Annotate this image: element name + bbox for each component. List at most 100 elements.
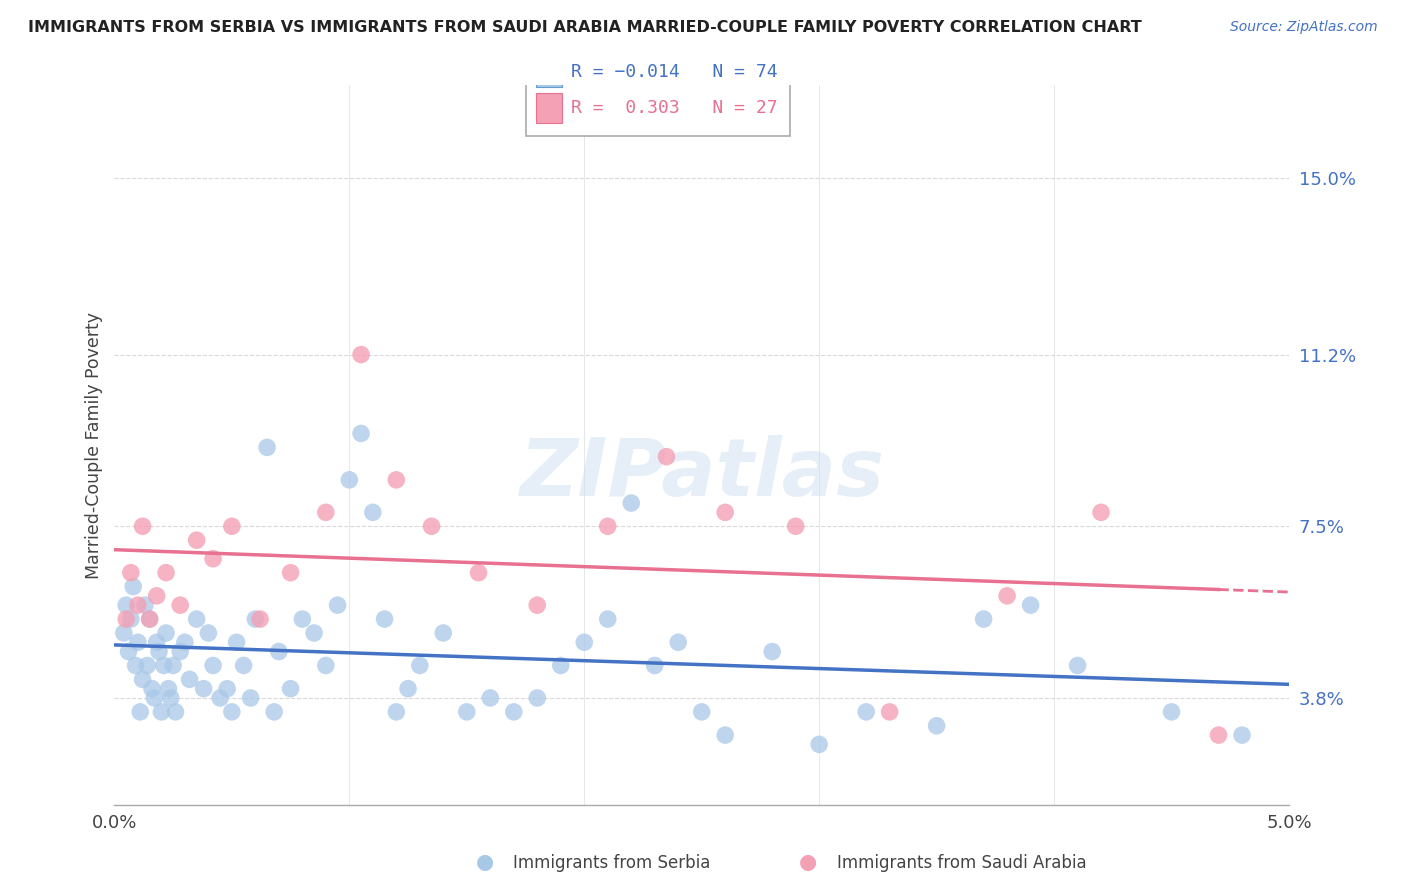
Point bbox=[120, 612, 142, 626]
FancyBboxPatch shape bbox=[526, 45, 790, 136]
Point bbox=[159, 690, 181, 705]
Point bbox=[221, 705, 243, 719]
Point bbox=[502, 705, 524, 719]
Point bbox=[145, 635, 167, 649]
Point bbox=[186, 612, 208, 626]
Point bbox=[256, 441, 278, 455]
Point bbox=[193, 681, 215, 696]
Point bbox=[186, 533, 208, 548]
Point bbox=[409, 658, 432, 673]
Point bbox=[117, 644, 139, 658]
Point bbox=[526, 690, 548, 705]
Point bbox=[315, 505, 337, 519]
Point bbox=[165, 705, 187, 719]
Point bbox=[141, 681, 163, 696]
Point bbox=[122, 580, 145, 594]
Point bbox=[221, 519, 243, 533]
Point bbox=[761, 644, 783, 658]
Point bbox=[574, 635, 596, 649]
Point bbox=[620, 496, 643, 510]
Point bbox=[350, 347, 373, 361]
Point bbox=[143, 690, 166, 705]
Point bbox=[131, 519, 153, 533]
Point bbox=[115, 598, 138, 612]
Point bbox=[785, 519, 807, 533]
Point bbox=[714, 505, 737, 519]
Point bbox=[150, 705, 173, 719]
Point bbox=[596, 612, 619, 626]
Point bbox=[138, 612, 160, 626]
Point bbox=[169, 644, 191, 658]
Point bbox=[385, 473, 408, 487]
Point bbox=[690, 705, 713, 719]
Point bbox=[361, 505, 384, 519]
Point bbox=[337, 473, 360, 487]
Point bbox=[1090, 505, 1112, 519]
Point bbox=[456, 705, 478, 719]
Point bbox=[225, 635, 247, 649]
FancyBboxPatch shape bbox=[536, 57, 562, 87]
Point bbox=[124, 658, 146, 673]
Point bbox=[302, 626, 325, 640]
Point bbox=[131, 673, 153, 687]
Point bbox=[280, 566, 302, 580]
Point bbox=[120, 566, 142, 580]
Point bbox=[155, 626, 177, 640]
Text: ●: ● bbox=[477, 853, 494, 872]
Text: IMMIGRANTS FROM SERBIA VS IMMIGRANTS FROM SAUDI ARABIA MARRIED-COUPLE FAMILY POV: IMMIGRANTS FROM SERBIA VS IMMIGRANTS FRO… bbox=[28, 20, 1142, 35]
Point bbox=[973, 612, 995, 626]
Text: ●: ● bbox=[800, 853, 817, 872]
Point bbox=[467, 566, 489, 580]
Point bbox=[808, 737, 831, 751]
Point bbox=[644, 658, 666, 673]
Point bbox=[995, 589, 1018, 603]
Text: R = −0.014   N = 74: R = −0.014 N = 74 bbox=[571, 63, 778, 81]
Point bbox=[169, 598, 191, 612]
Point bbox=[162, 658, 184, 673]
Point bbox=[526, 598, 548, 612]
Point bbox=[396, 681, 419, 696]
Point bbox=[202, 551, 225, 566]
Point bbox=[280, 681, 302, 696]
Point bbox=[925, 719, 948, 733]
Point bbox=[1160, 705, 1182, 719]
Point bbox=[655, 450, 678, 464]
Point bbox=[432, 626, 454, 640]
Point bbox=[112, 626, 135, 640]
Point bbox=[350, 426, 373, 441]
Point bbox=[155, 566, 177, 580]
Point bbox=[232, 658, 254, 673]
Point bbox=[217, 681, 239, 696]
Point bbox=[550, 658, 572, 673]
Point bbox=[127, 635, 149, 649]
Point bbox=[374, 612, 396, 626]
Point bbox=[134, 598, 156, 612]
Point bbox=[245, 612, 267, 626]
Point bbox=[326, 598, 349, 612]
Point bbox=[479, 690, 502, 705]
Point bbox=[209, 690, 232, 705]
Point bbox=[115, 612, 138, 626]
Text: Immigrants from Serbia: Immigrants from Serbia bbox=[513, 855, 710, 872]
Point bbox=[152, 658, 174, 673]
Point bbox=[249, 612, 271, 626]
Point bbox=[1230, 728, 1253, 742]
Text: Source: ZipAtlas.com: Source: ZipAtlas.com bbox=[1230, 20, 1378, 34]
Point bbox=[596, 519, 619, 533]
Text: R =  0.303   N = 27: R = 0.303 N = 27 bbox=[571, 99, 778, 118]
FancyBboxPatch shape bbox=[536, 93, 562, 123]
Point bbox=[173, 635, 195, 649]
Point bbox=[138, 612, 160, 626]
Point bbox=[291, 612, 314, 626]
Point bbox=[197, 626, 219, 640]
Point bbox=[136, 658, 159, 673]
Point bbox=[239, 690, 262, 705]
Point bbox=[127, 598, 149, 612]
Point bbox=[1019, 598, 1042, 612]
Point bbox=[157, 681, 180, 696]
Point bbox=[145, 589, 167, 603]
Point bbox=[714, 728, 737, 742]
Point bbox=[179, 673, 201, 687]
Point bbox=[1066, 658, 1088, 673]
Point bbox=[315, 658, 337, 673]
